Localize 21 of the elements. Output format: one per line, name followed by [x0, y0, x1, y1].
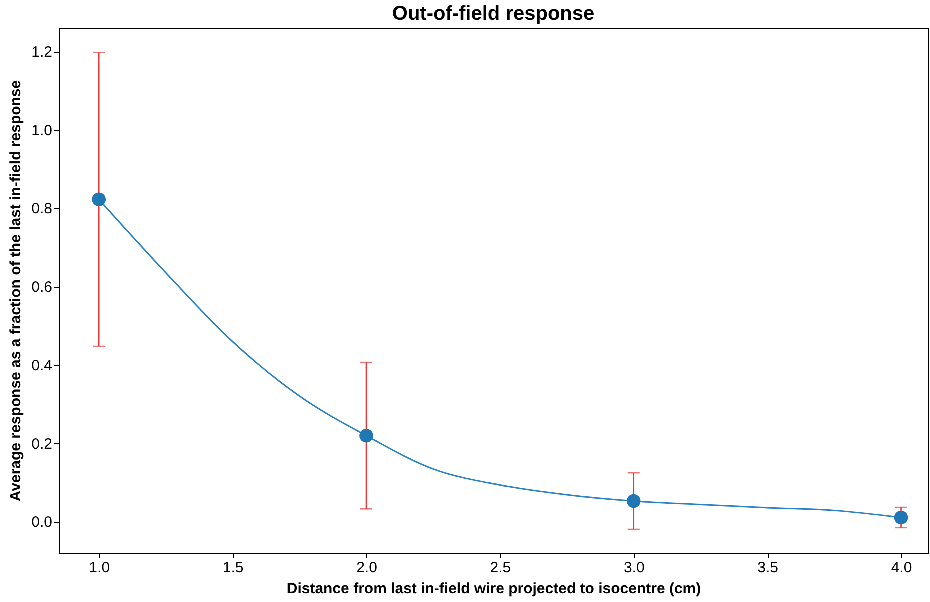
y-tick-label: 0.2: [32, 436, 52, 453]
y-tick-label: 0.4: [32, 357, 52, 374]
chart-title: Out-of-field response: [392, 3, 595, 25]
y-tick-label: 0.8: [32, 200, 52, 218]
y-tick-label: 1.0: [32, 122, 52, 140]
y-tick-label: 1.2: [32, 44, 52, 62]
x-tick-label: 3.0: [624, 560, 645, 576]
x-tick-label: 1.0: [89, 560, 110, 576]
point: [626, 494, 641, 508]
x-tick-label: 3.5: [758, 560, 778, 576]
x-tick-label: 2.0: [356, 560, 378, 576]
x-tick-label: 2.5: [490, 560, 512, 576]
x-tick-label: 1.5: [222, 560, 244, 576]
point: [894, 510, 908, 525]
x-axis-title: Distance from last in-field wire projected to isocentre (cm): [286, 580, 702, 598]
point: [92, 192, 106, 206]
y-tick-label: 0.6: [32, 279, 52, 296]
y-axis-title: Average response as a fraction of the last in-field response: [8, 80, 25, 502]
x-tick-label: 4.0: [891, 560, 912, 576]
point: [360, 428, 374, 443]
y-tick-label: 0.0: [32, 514, 52, 532]
